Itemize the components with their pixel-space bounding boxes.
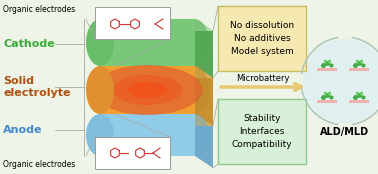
Text: Stability
Interfaces
Compatibility: Stability Interfaces Compatibility [232, 114, 292, 149]
Ellipse shape [181, 19, 209, 66]
Polygon shape [349, 100, 369, 103]
Polygon shape [195, 114, 213, 168]
Polygon shape [100, 114, 213, 126]
Ellipse shape [86, 114, 114, 156]
Ellipse shape [113, 75, 183, 105]
Polygon shape [100, 19, 195, 66]
Polygon shape [195, 66, 213, 126]
Ellipse shape [86, 66, 114, 114]
Text: Cathode: Cathode [3, 39, 55, 49]
Ellipse shape [86, 19, 114, 66]
Ellipse shape [93, 65, 203, 115]
FancyBboxPatch shape [95, 7, 170, 39]
Ellipse shape [181, 66, 209, 114]
Text: Organic electrodes: Organic electrodes [3, 160, 75, 169]
Ellipse shape [181, 114, 209, 156]
Polygon shape [100, 66, 195, 114]
Text: ALD/MLD: ALD/MLD [321, 127, 370, 137]
Polygon shape [100, 66, 213, 78]
Ellipse shape [127, 82, 167, 98]
Polygon shape [100, 114, 195, 156]
Text: Solid
electrolyte: Solid electrolyte [3, 76, 71, 98]
Polygon shape [349, 68, 369, 71]
Text: Microbattery: Microbattery [236, 74, 290, 83]
Text: No dissolution
No additives
Model system: No dissolution No additives Model system [230, 21, 294, 56]
FancyBboxPatch shape [95, 137, 170, 169]
Text: Anode: Anode [3, 125, 42, 135]
Polygon shape [317, 100, 337, 103]
FancyBboxPatch shape [218, 6, 306, 71]
Text: Organic electrodes: Organic electrodes [3, 5, 75, 14]
Circle shape [303, 39, 378, 123]
FancyBboxPatch shape [218, 99, 306, 164]
Polygon shape [195, 19, 213, 78]
Polygon shape [317, 68, 337, 71]
Polygon shape [100, 19, 213, 31]
